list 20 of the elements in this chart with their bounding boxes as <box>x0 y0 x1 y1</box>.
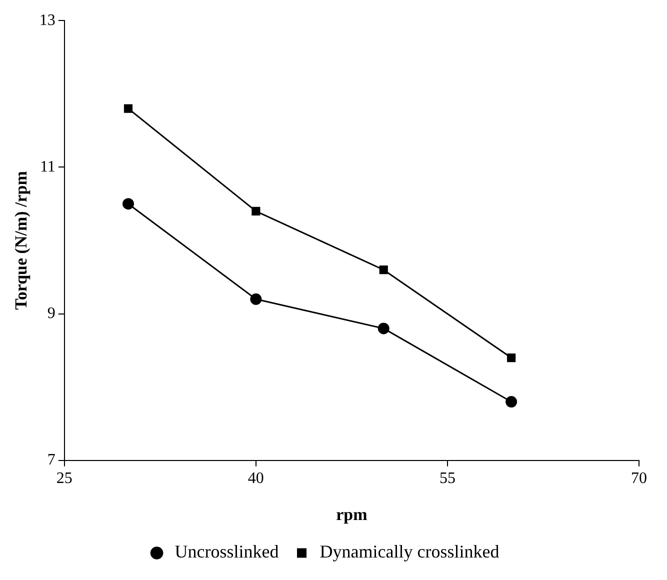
y-tick-label: 13 <box>39 12 56 29</box>
legend-label: Dynamically crosslinked <box>320 542 500 562</box>
x-tick-label: 55 <box>439 470 456 488</box>
point <box>379 266 388 274</box>
x-axis-title: rpm <box>336 505 368 524</box>
legend-label: Uncrosslinked <box>174 542 279 562</box>
y-tick-label: 9 <box>47 305 56 322</box>
x-tick-label: 70 <box>631 470 647 488</box>
point <box>506 396 518 408</box>
point <box>252 206 260 216</box>
point <box>378 322 390 334</box>
point <box>124 104 133 113</box>
point <box>250 293 262 305</box>
x-tick-label: 40 <box>248 470 264 488</box>
y-axis-title: Torque (N/m) /rpm <box>12 171 31 310</box>
x-tick-label: 25 <box>56 470 72 488</box>
y-tick-label: 11 <box>40 158 56 176</box>
y-tick-label: 7 <box>47 452 56 469</box>
point <box>122 198 134 210</box>
point <box>507 353 516 362</box>
